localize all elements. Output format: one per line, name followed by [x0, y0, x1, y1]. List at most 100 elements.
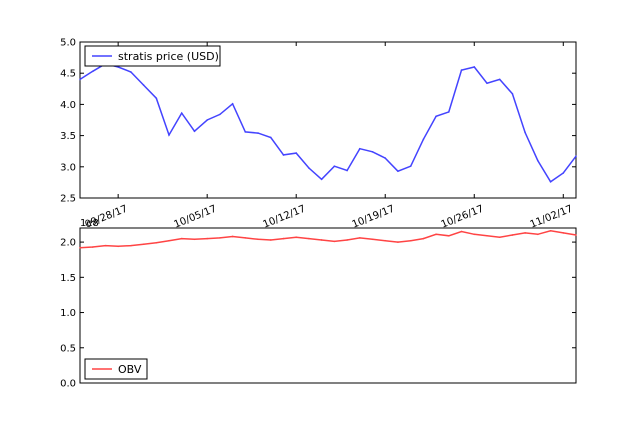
price-axes-frame — [79, 41, 577, 199]
price-point — [180, 112, 183, 114]
obv-point — [193, 238, 196, 241]
x-tick-label: 11/02/17 — [529, 204, 575, 231]
obv-point — [422, 237, 425, 240]
price-point — [524, 131, 526, 134]
obv-point — [155, 241, 158, 244]
price-point — [562, 172, 565, 174]
price-point — [257, 132, 259, 134]
price-series-line — [79, 62, 577, 183]
obv-point — [397, 241, 399, 243]
obv-legend-box — [84, 358, 148, 380]
obv-point — [142, 243, 145, 246]
price-point — [397, 170, 399, 172]
obv-y-tick-label: 2.0 — [60, 238, 76, 249]
obv-point — [320, 239, 323, 241]
price-point — [346, 169, 348, 172]
price-point — [91, 70, 94, 73]
obv-point — [346, 239, 348, 241]
obv-series-points — [79, 230, 577, 249]
obv-scale-label: 1e8 — [80, 218, 99, 229]
price-point — [409, 165, 412, 167]
obv-point — [168, 239, 170, 242]
x-tick-label: 10/19/17 — [351, 204, 397, 231]
price-y-tick-label: 5.0 — [60, 38, 76, 49]
obv-point — [524, 232, 526, 234]
obv-point — [269, 239, 272, 241]
obv-point — [257, 238, 259, 241]
obv-point — [91, 246, 94, 248]
price-point — [231, 102, 234, 105]
obv-point — [549, 230, 552, 232]
obv-y-tick-label: 0.0 — [60, 379, 76, 390]
price-y-tick-label: 2.5 — [60, 194, 76, 205]
x-tick-label: 10/26/17 — [440, 204, 486, 231]
price-point — [79, 78, 81, 81]
price-point — [460, 69, 463, 71]
obv-y-tick-label: 1.0 — [60, 308, 76, 319]
price-y-tick-label: 3.0 — [60, 162, 76, 173]
obv-point — [498, 236, 501, 238]
price-y-ticks: 2.5 3.0 3.5 4.0 4.5 5.0 — [60, 38, 576, 205]
price-point — [308, 167, 310, 169]
price-point — [130, 71, 132, 73]
price-point — [269, 136, 272, 139]
obv-point — [460, 230, 463, 233]
price-point — [384, 157, 387, 159]
obv-point — [130, 244, 132, 247]
obv-point — [219, 237, 221, 239]
obv-point — [308, 237, 310, 240]
obv-point — [511, 234, 514, 236]
price-y-tick-label: 3.5 — [60, 131, 76, 142]
obv-point — [435, 233, 437, 236]
obv-point — [180, 237, 183, 240]
x-tick-label: 10/12/17 — [262, 204, 308, 231]
price-point — [486, 82, 488, 84]
price-point — [244, 131, 247, 133]
obv-panel: 0.0 0.5 1.0 1.5 2.0 1e8 OBV — [60, 218, 577, 390]
price-y-tick-label: 4.0 — [60, 100, 76, 111]
obv-point — [117, 245, 119, 248]
obv-series-line — [79, 230, 577, 249]
obv-legend-label: OBV — [118, 363, 142, 376]
obv-point — [295, 236, 298, 238]
obv-point — [473, 233, 476, 236]
price-point — [448, 111, 450, 113]
price-point — [193, 130, 196, 133]
obv-point — [282, 237, 285, 240]
price-point — [575, 155, 577, 157]
obv-point — [371, 238, 374, 241]
obv-point — [562, 232, 565, 234]
price-point — [371, 151, 374, 153]
price-point — [320, 178, 323, 181]
obv-point — [448, 234, 450, 237]
x-tick-label: 10/05/17 — [173, 204, 219, 231]
price-point — [117, 66, 119, 68]
price-legend: stratis price (USD) — [84, 45, 221, 67]
obv-point — [575, 234, 577, 236]
obv-point — [486, 234, 488, 237]
obv-point — [537, 233, 539, 236]
obv-point — [206, 237, 208, 240]
price-point — [498, 78, 501, 81]
price-point — [435, 115, 437, 118]
price-point — [168, 134, 170, 136]
obv-axes-frame — [79, 227, 577, 384]
price-point — [422, 138, 425, 141]
price-point — [282, 154, 285, 156]
price-point — [295, 152, 298, 154]
obv-point — [384, 239, 387, 242]
obv-point — [409, 239, 412, 242]
obv-point — [79, 246, 81, 249]
price-point — [206, 119, 208, 121]
price-point — [537, 159, 539, 162]
price-point — [333, 165, 336, 167]
price-point — [511, 92, 514, 95]
price-point — [473, 66, 476, 68]
obv-point — [104, 244, 107, 247]
price-panel: 2.53.03.54.04.55.0 09/28/17 10/05/17 10/12… — [60, 38, 577, 231]
price-x-ticks: 09/28/17 10/05/17 10/12/17 10/19/17 10/26/17… — [84, 42, 575, 231]
price-point — [155, 97, 158, 99]
obv-point — [333, 240, 336, 243]
